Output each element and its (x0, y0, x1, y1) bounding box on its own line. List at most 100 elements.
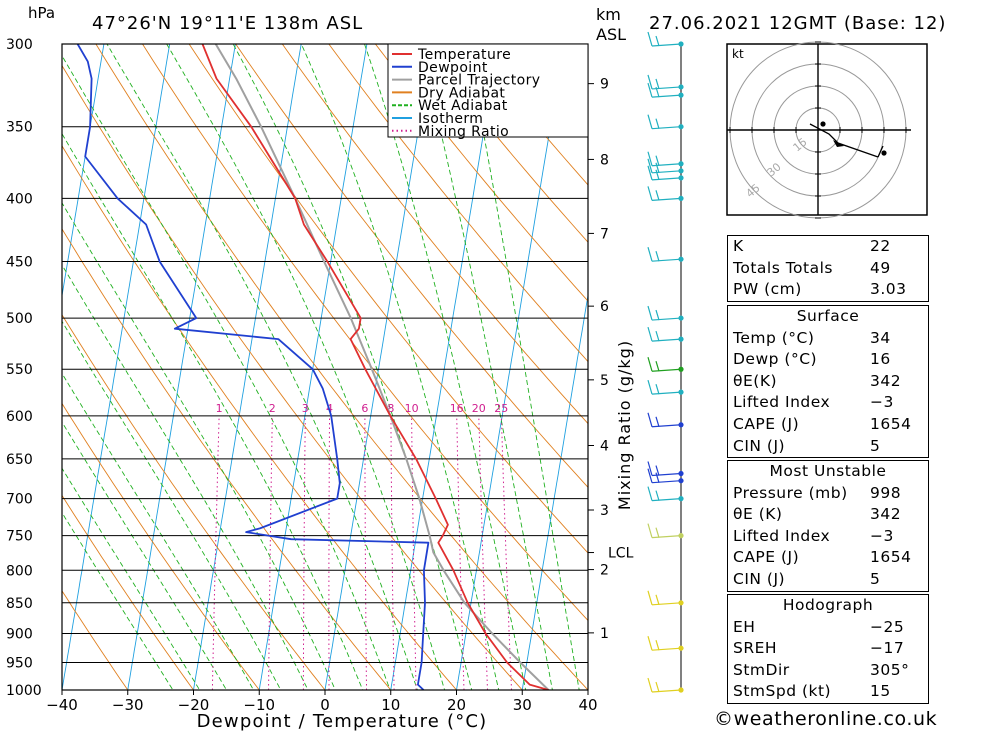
wind-barb-flag (655, 169, 660, 181)
surface-cin-row: CIN (J) 5 (728, 436, 928, 458)
wind-barb-flag (647, 247, 653, 262)
wind-barb-shaft (651, 317, 682, 321)
dry-adiabat-line (281, 44, 588, 425)
wind-barb-flag (655, 250, 660, 262)
most-unstable-title: Most Unstable (769, 462, 887, 480)
surface-temp-label: Temp (°C) (733, 328, 815, 347)
isotherm-line (587, 687, 588, 690)
mu-cape-row: CAPE (J) 1654 (728, 547, 928, 569)
wind-level-dot (678, 161, 684, 167)
pressure-tick-label: 600 (6, 409, 33, 425)
hodo-stmspd-value: 15 (870, 682, 891, 701)
wind-barb-shaft (651, 126, 682, 130)
plot-frame (61, 43, 589, 691)
wind-barb-flag (655, 330, 660, 342)
index-tt-value: 49 (870, 258, 891, 277)
hodo-stmdir-label: StmDir (733, 660, 790, 679)
pressure-tick-label: 500 (6, 311, 33, 327)
pressure-tick-label: 450 (6, 255, 33, 271)
pressure-tick-label: 800 (6, 563, 33, 579)
wind-barb-flag (647, 357, 653, 372)
dry-adiabat-line (95, 44, 588, 690)
hodograph-arrow-2 (877, 145, 884, 158)
pressure-unit-label: hPa (28, 4, 55, 22)
dry-adiabat-line (62, 590, 129, 690)
km-tick-label: 2 (600, 563, 609, 579)
x-tick-label: −40 (46, 696, 78, 714)
mu-cape-value: 1654 (870, 548, 912, 567)
surface-theta-label: θE(K) (733, 371, 778, 390)
isotherm-line (390, 44, 499, 690)
mu-cin-row: CIN (J) 5 (728, 569, 928, 591)
pressure-tick-label: 750 (6, 529, 33, 545)
index-pw-row: PW (cm) 3.03 (728, 279, 928, 301)
parcel-trajectory-line (214, 44, 550, 690)
pressure-tick-label: 700 (6, 492, 33, 508)
wet-adiabat-line (62, 421, 228, 690)
most-unstable-table: Most Unstable Pressure (mb) 998 θE (K) 342… (727, 460, 929, 592)
dry-adiabat-line (141, 44, 588, 622)
wind-barb-flag (655, 361, 660, 372)
hodo-stmspd-row: StmSpd (kt) 15 (728, 681, 928, 703)
wind-barb-shaft (651, 498, 682, 502)
mixing-ratio-label: 25 (494, 402, 508, 415)
mixing-ratio-label: 20 (472, 402, 486, 415)
mixing-ratio-line (456, 415, 465, 690)
mixing-ratio-label: 16 (450, 402, 464, 415)
wet-adiabat-line (106, 44, 418, 690)
isotherm-line (456, 44, 565, 690)
mixing-ratio-line (268, 415, 273, 690)
surface-title: Surface (796, 307, 860, 325)
wind-barb-shaft (651, 94, 682, 98)
mixing-ratio-label: 3 (302, 402, 309, 415)
legend-item-label: Wet Adiabat (418, 98, 508, 114)
wind-barb-flag (647, 486, 653, 501)
hodograph-trace (809, 123, 879, 158)
wind-barb-flag (647, 523, 653, 538)
surface-cin-label: CIN (J) (733, 436, 786, 455)
dry-adiabat-line (62, 494, 195, 690)
hodograph-point-storm-motion (881, 150, 887, 156)
wind-barb-shaft (651, 535, 682, 539)
surface-cape-value: 1654 (870, 414, 912, 433)
wet-adiabat-line (62, 54, 391, 690)
mixing-ratio-line (328, 415, 330, 690)
mu-cin-value: 5 (870, 569, 881, 588)
km-tick-label: 8 (600, 152, 609, 168)
dry-adiabat-line (421, 44, 588, 243)
wind-barb-flag (647, 165, 653, 181)
x-tick-label: −10 (243, 696, 275, 714)
wind-barb-shaft (651, 602, 682, 606)
wet-adiabat-line (166, 44, 446, 690)
mixing-ratio-label: 6 (361, 402, 368, 415)
mixing-ratio-line (390, 415, 395, 690)
km-tick-label: 3 (600, 503, 609, 519)
x-tick-label: 10 (381, 696, 400, 714)
hodograph-arrow-1 (833, 140, 844, 147)
copyright-link[interactable]: ©weatheronline.co.uk (714, 708, 938, 730)
legend-box (387, 43, 589, 138)
wind-barb-shaft (651, 647, 682, 651)
surface-li-row: Lifted Index −3 (728, 392, 928, 414)
hodo-eh-label: EH (733, 617, 756, 636)
wind-barb-flag (647, 186, 653, 201)
pressure-tick-label: 300 (6, 37, 33, 53)
wind-barb-shaft (651, 391, 682, 395)
wind-barb-flag (655, 527, 660, 538)
mixing-ratio-label: 2 (269, 402, 276, 415)
surface-cin-value: 5 (870, 436, 881, 455)
wind-barb-flag (655, 465, 660, 476)
pressure-tick-label: 950 (6, 655, 33, 671)
wind-barb-flag (647, 31, 653, 47)
wind-barb-shaft (651, 480, 682, 484)
dry-adiabat-line (328, 44, 588, 363)
wet-adiabat-line (300, 44, 500, 690)
mixing-ratio-line (364, 415, 367, 690)
mu-theta-row: θE (K) 342 (728, 504, 928, 526)
pressure-tick-label: 850 (6, 596, 33, 612)
mu-li-row: Lifted Index −3 (728, 526, 928, 548)
surface-li-label: Lifted Index (733, 393, 831, 412)
km-tick-label: 9 (600, 77, 609, 93)
pressure-tick-label: 1000 (6, 683, 42, 699)
